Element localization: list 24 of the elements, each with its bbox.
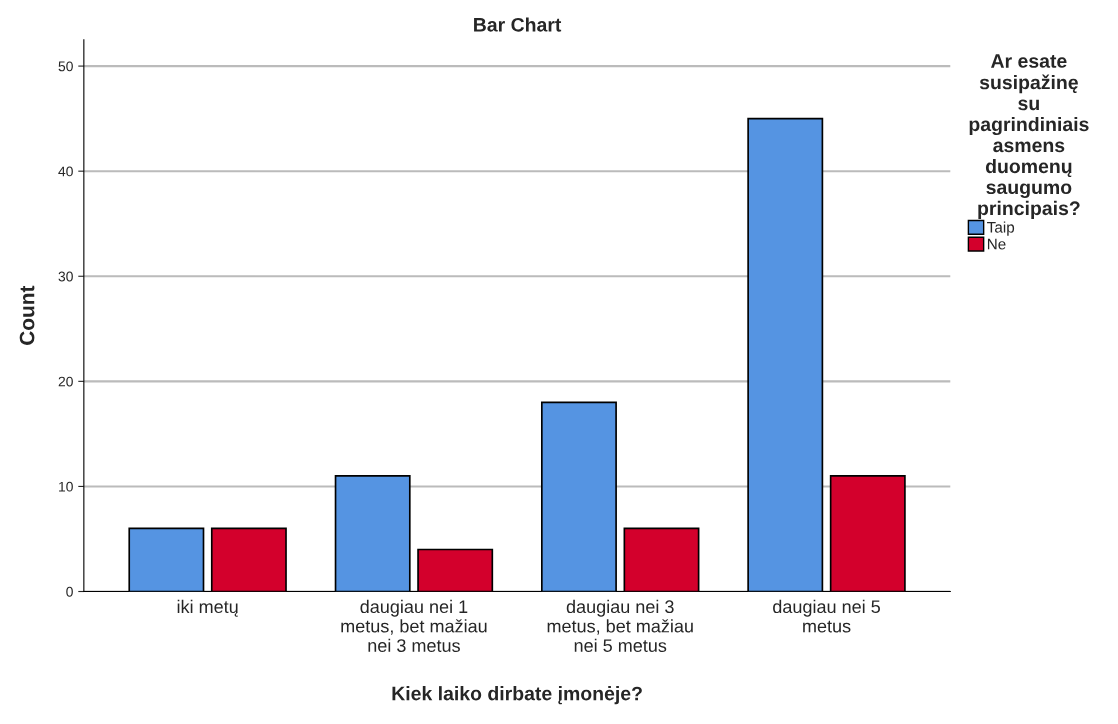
y-tick-label: 20 [58,376,73,387]
bar [128,527,205,592]
bar [417,548,494,592]
y-tick-label: 10 [59,481,73,492]
y-tick-label: 40 [58,166,73,177]
legend-label: Ne [987,238,1006,250]
x-tick-label: daugiau nei 5 metus [773,599,880,633]
legend-title: Ar esate susipažinę su pagrindiniais asmens duomenų saugumo principais? [969,54,1089,219]
bar [334,475,411,592]
bar [829,475,906,592]
x-tick-label: iki metų [177,599,238,617]
bar [747,117,824,592]
y-tick-label: 0 [66,586,73,597]
chart-title: Bar Chart [474,17,562,32]
bar [623,527,700,592]
y-axis-title: Count [19,285,35,345]
y-tick-label: 30 [58,271,73,282]
bar [210,527,287,592]
x-tick-label: daugiau nei 3 metus, bet mažiau nei 5 metus [547,599,693,652]
legend-label: Taip [987,221,1015,236]
x-tick-label: daugiau nei 1 metus, bet mažiau nei 3 metus [341,599,487,652]
x-axis-title: Kiek laiko dirbate įmonėje? [392,686,642,705]
bar [540,401,617,592]
y-tick-label: 50 [58,61,73,72]
